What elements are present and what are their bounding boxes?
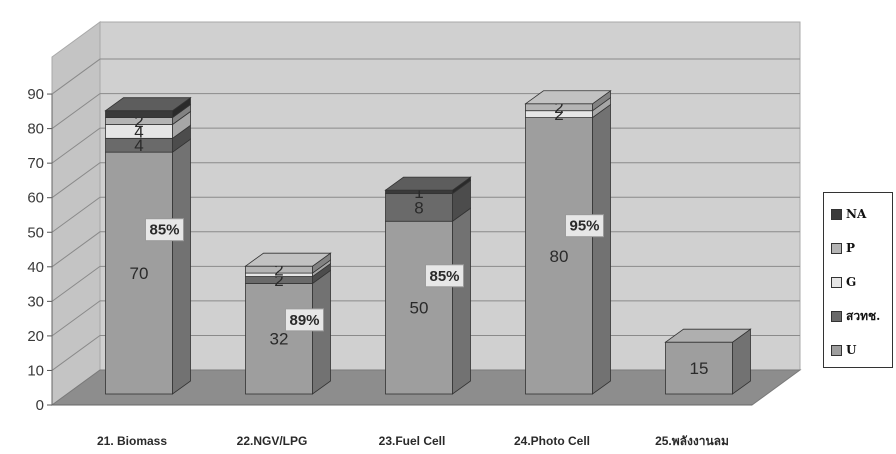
x-tick-label: 25.พลังงานลม <box>655 434 729 448</box>
percent-label: 95% <box>569 218 599 235</box>
data-label: 80 <box>550 247 569 266</box>
legend: NA P G สวทช. U <box>823 192 893 368</box>
gridline <box>51 58 800 95</box>
bar-segment-side <box>312 269 331 395</box>
y-tick-label: 10 <box>27 362 44 379</box>
y-tick-label: 40 <box>27 259 44 276</box>
data-label: 50 <box>410 299 429 318</box>
percent-label: 85% <box>429 268 459 285</box>
legend-swatch <box>831 208 842 220</box>
bar-segment-side <box>592 103 611 395</box>
bar-segment <box>665 341 733 395</box>
data-label: 2 <box>134 112 143 131</box>
bar-top <box>664 328 752 343</box>
data-label: 15 <box>690 359 709 378</box>
data-label: 2 <box>554 105 563 124</box>
y-tick-label: 70 <box>27 155 44 172</box>
bar-segment <box>385 193 453 222</box>
legend-label: G <box>846 275 857 289</box>
data-label: 2 <box>274 261 283 280</box>
data-label: 1 <box>414 183 423 202</box>
y-tick-label: 30 <box>27 293 44 310</box>
data-label: 2 <box>554 98 563 117</box>
y-tick-label: 80 <box>27 121 44 138</box>
percent-label: 85% <box>149 222 179 239</box>
legend-swatch <box>831 310 842 322</box>
legend-label: NA <box>846 207 867 221</box>
legend-swatch <box>831 242 842 254</box>
bar-top <box>384 176 472 191</box>
x-tick-label: 21. Biomass <box>97 434 167 448</box>
y-tick-label: 50 <box>27 224 44 241</box>
y-tick-label: 60 <box>27 190 44 207</box>
legend-item: G <box>831 265 892 299</box>
bar-segment-side <box>452 207 471 395</box>
y-tick-label: 20 <box>27 328 44 345</box>
legend-item: U <box>831 333 892 367</box>
percent-label-box <box>425 264 464 288</box>
legend-label: U <box>846 343 857 357</box>
bar-segment <box>245 283 313 395</box>
y-tick-label: 90 <box>27 86 44 103</box>
data-label: 8 <box>414 198 423 217</box>
percent-label-box <box>565 214 604 238</box>
bar-segment <box>105 110 173 119</box>
chart-side-wall <box>51 21 101 406</box>
percent-label: 89% <box>289 312 319 329</box>
x-tick-label: 23.Fuel Cell <box>379 434 446 448</box>
data-label: 32 <box>270 330 289 349</box>
bar-segment <box>385 220 453 395</box>
legend-label: P <box>846 241 856 255</box>
legend-swatch <box>831 344 842 356</box>
data-label: 4 <box>134 122 143 141</box>
data-label: 70 <box>130 264 149 283</box>
percent-label-box <box>145 218 184 242</box>
bar-segment-side <box>172 138 191 395</box>
legend-swatch <box>831 276 842 288</box>
legend-item: NA <box>831 197 892 231</box>
legend-item: สวทช. <box>831 299 892 333</box>
legend-item: P <box>831 231 892 265</box>
bar-top <box>104 97 192 112</box>
data-label: 2 <box>274 271 283 290</box>
bar-top <box>244 252 332 267</box>
x-tick-label: 22.NGV/LPG <box>237 434 308 448</box>
bar-segment <box>105 151 173 395</box>
bar-segment <box>525 117 593 395</box>
y-tick-label: 0 <box>36 397 44 414</box>
bar-top <box>524 90 612 105</box>
x-tick-label: 24.Photo Cell <box>514 434 590 448</box>
percent-label-box <box>285 308 324 332</box>
legend-label: สวทช. <box>846 308 881 323</box>
data-label: 4 <box>134 136 143 155</box>
